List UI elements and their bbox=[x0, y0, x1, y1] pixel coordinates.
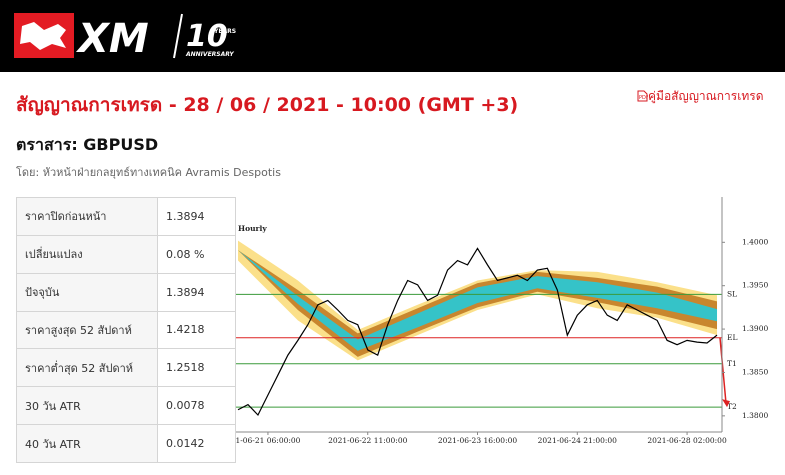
x-tick-label: 1-06-21 06:00:00 bbox=[236, 436, 301, 445]
level-label: SL bbox=[727, 289, 737, 298]
anniversary-years: YEARS bbox=[213, 28, 236, 35]
chart: Hourly SL EL T1 T2 1.4000 1.3950 1.3900 1.3850 1… bbox=[236, 197, 770, 463]
band-inner bbox=[237, 250, 718, 351]
y-tick-label: 1.4000 bbox=[742, 237, 768, 246]
level-label: T1 bbox=[727, 359, 737, 368]
cell-value: 1.3894 bbox=[157, 197, 236, 236]
instrument: ตราสาร: GBPUSD bbox=[16, 135, 159, 154]
logo-bull bbox=[20, 22, 66, 50]
price-line bbox=[237, 247, 718, 417]
row: ปัจจุบัน 1.3894 bbox=[16, 272, 236, 312]
x-tick-label: 2021-06-23 16:00:00 bbox=[438, 436, 518, 445]
row: 30 วัน ATR 0.0078 bbox=[16, 386, 236, 426]
logo[interactable]: XM 10 YEARS ANNIVERSARY bbox=[0, 0, 260, 72]
pdf-icon: PDF bbox=[637, 90, 649, 102]
row: ราคาปิดก่อนหน้า 1.3894 bbox=[16, 197, 236, 236]
cell-value: 0.08 % bbox=[157, 234, 236, 274]
cell-label: 30 วัน ATR bbox=[16, 386, 158, 426]
y-tick-label: 1.3800 bbox=[742, 411, 768, 420]
header: XM 10 YEARS ANNIVERSARY bbox=[0, 0, 785, 72]
cell-label: เปลี่ยนแปลง bbox=[16, 234, 158, 274]
page-title: สัญญาณการเทรด - 28 / 06 / 2021 - 10:00 (… bbox=[16, 94, 519, 116]
cell-value: 1.3894 bbox=[157, 272, 236, 312]
row: ราคาสูงสุด 52 สัปดาห์ 1.4218 bbox=[16, 310, 236, 350]
y-tick-label: 1.3850 bbox=[742, 367, 768, 376]
anniversary-text: ANNIVERSARY bbox=[185, 51, 234, 58]
cell-label: ราคาปิดก่อนหน้า bbox=[16, 197, 158, 236]
cell-value: 1.2518 bbox=[157, 348, 236, 388]
row: เปลี่ยนแปลง 0.08 % bbox=[16, 234, 236, 274]
cell-value: 1.4218 bbox=[157, 310, 236, 350]
cell-label: ราคาต่ำสุด 52 สัปดาห์ bbox=[16, 348, 158, 388]
x-tick-label: 2021-06-28 02:00:00 bbox=[647, 436, 727, 445]
cell-value: 0.0078 bbox=[157, 386, 236, 426]
guide-text[interactable]: คู่มือสัญญาณการเทรด bbox=[648, 89, 764, 103]
cell-label: ราคาสูงสุด 52 สัปดาห์ bbox=[16, 310, 158, 350]
chart-title: Hourly bbox=[238, 224, 267, 233]
y-tick-label: 1.3900 bbox=[742, 324, 768, 333]
y-tick-label: 1.3950 bbox=[742, 281, 768, 290]
stats-table: ราคาปิดก่อนหน้า 1.3894 เปลี่ยนแปลง 0.08 % … bbox=[16, 197, 236, 463]
band-middle bbox=[237, 250, 718, 357]
level-label: EL bbox=[727, 333, 737, 342]
cell-value: 0.0142 bbox=[157, 424, 236, 463]
signal-arrow bbox=[719, 337, 727, 404]
cell-label: ปัจจุบัน bbox=[16, 272, 158, 312]
cell-label: 40 วัน ATR bbox=[16, 424, 158, 463]
anniversary-number: 10 bbox=[186, 19, 228, 54]
svg-text:PDF: PDF bbox=[639, 95, 648, 101]
logo-divider bbox=[173, 13, 183, 59]
author: โดย: หัวหน้าฝ่ายกลยุทธ์ทางเทคนิค Avramis… bbox=[16, 166, 281, 179]
logo-text: XM bbox=[75, 16, 149, 62]
guide-link[interactable]: PDF คู่มือสัญญาณการเทรด bbox=[637, 87, 764, 106]
row: 40 วัน ATR 0.0142 bbox=[16, 424, 236, 463]
row: ราคาต่ำสุด 52 สัปดาห์ 1.2518 bbox=[16, 348, 236, 388]
x-tick-label: 2021-06-24 21:00:00 bbox=[538, 436, 618, 445]
x-tick-label: 2021-06-22 11:00:00 bbox=[328, 436, 408, 445]
level-label: T2 bbox=[727, 402, 737, 411]
arrow-head bbox=[722, 399, 730, 408]
